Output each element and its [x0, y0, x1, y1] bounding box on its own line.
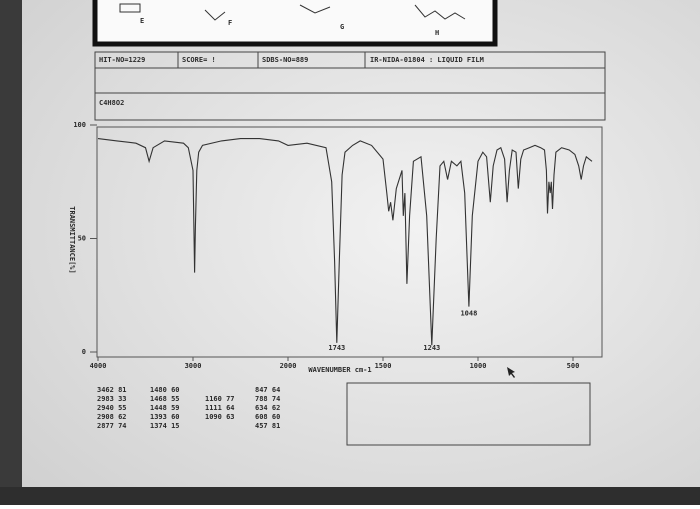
peak-label: 1743 — [328, 344, 345, 352]
x-tick-label: 4000 — [90, 362, 107, 370]
x-axis-label: WAVENUMBER cm-1 — [308, 366, 371, 374]
peak-table-entry: 2877 74 — [97, 422, 127, 430]
structure-label: E — [140, 17, 144, 25]
x-tick-label: 500 — [567, 362, 580, 370]
peak-table-entry: 1480 60 — [150, 386, 180, 394]
peak-table-entry: 457 81 — [255, 422, 280, 430]
structure-label: H — [435, 29, 439, 37]
x-tick-label: 1500 — [375, 362, 392, 370]
y-tick-label: 100 — [73, 121, 86, 129]
source: IR-NIDA-01804 : LIQUID FILM — [370, 56, 484, 64]
bezel-left — [0, 0, 22, 505]
plot-frame — [96, 126, 603, 358]
structure-sketch — [119, 3, 466, 21]
peak-table-entry: 608 60 — [255, 413, 280, 421]
structure-label: F — [228, 19, 232, 27]
peak-table-entry: 1160 77 — [205, 395, 235, 403]
y-tick-label: 50 — [78, 235, 86, 243]
sdbs-no: SDBS-NO=889 — [262, 56, 308, 64]
peak-table-entry: 2983 33 — [97, 395, 127, 403]
y-tick-label: 0 — [82, 348, 86, 356]
x-tick-label: 1000 — [470, 362, 487, 370]
peak-table-entry: 3462 81 — [97, 386, 127, 394]
x-tick-label: 3000 — [185, 362, 202, 370]
spectrum-line — [97, 138, 593, 346]
peak-table-entry: 2908 62 — [97, 413, 127, 421]
formula: C4H8O2 — [99, 99, 124, 107]
peak-label: 1048 — [460, 310, 477, 318]
y-axis-label: TRANSMITTANCE[%] — [68, 206, 76, 273]
peak-label: 1243 — [423, 344, 440, 352]
header-box — [94, 51, 606, 121]
header-dividers — [95, 52, 605, 94]
peak-table-entry: 1090 63 — [205, 413, 235, 421]
peak-table-entry: 1448 59 — [150, 404, 180, 412]
peak-table-entry: 2940 55 — [97, 404, 127, 412]
x-tick-label: 2000 — [280, 362, 297, 370]
peak-table-entry: 1374 15 — [150, 422, 180, 430]
peak-table-entry: 847 64 — [255, 386, 280, 394]
peak-table-entry: 634 62 — [255, 404, 280, 412]
structure-panel — [92, 0, 498, 47]
peak-table-entry: 1468 55 — [150, 395, 180, 403]
peak-table-entry: 1393 60 — [150, 413, 180, 421]
hit-no: HIT-NO=1229 — [99, 56, 145, 64]
score: SCORE= ! — [182, 56, 216, 64]
info-box — [346, 382, 591, 446]
bezel-bottom — [0, 487, 700, 505]
peak-table-entry: 788 74 — [255, 395, 280, 403]
peak-table-entry: 1111 64 — [205, 404, 235, 412]
structure-label: G — [340, 23, 344, 31]
cursor — [507, 367, 515, 378]
